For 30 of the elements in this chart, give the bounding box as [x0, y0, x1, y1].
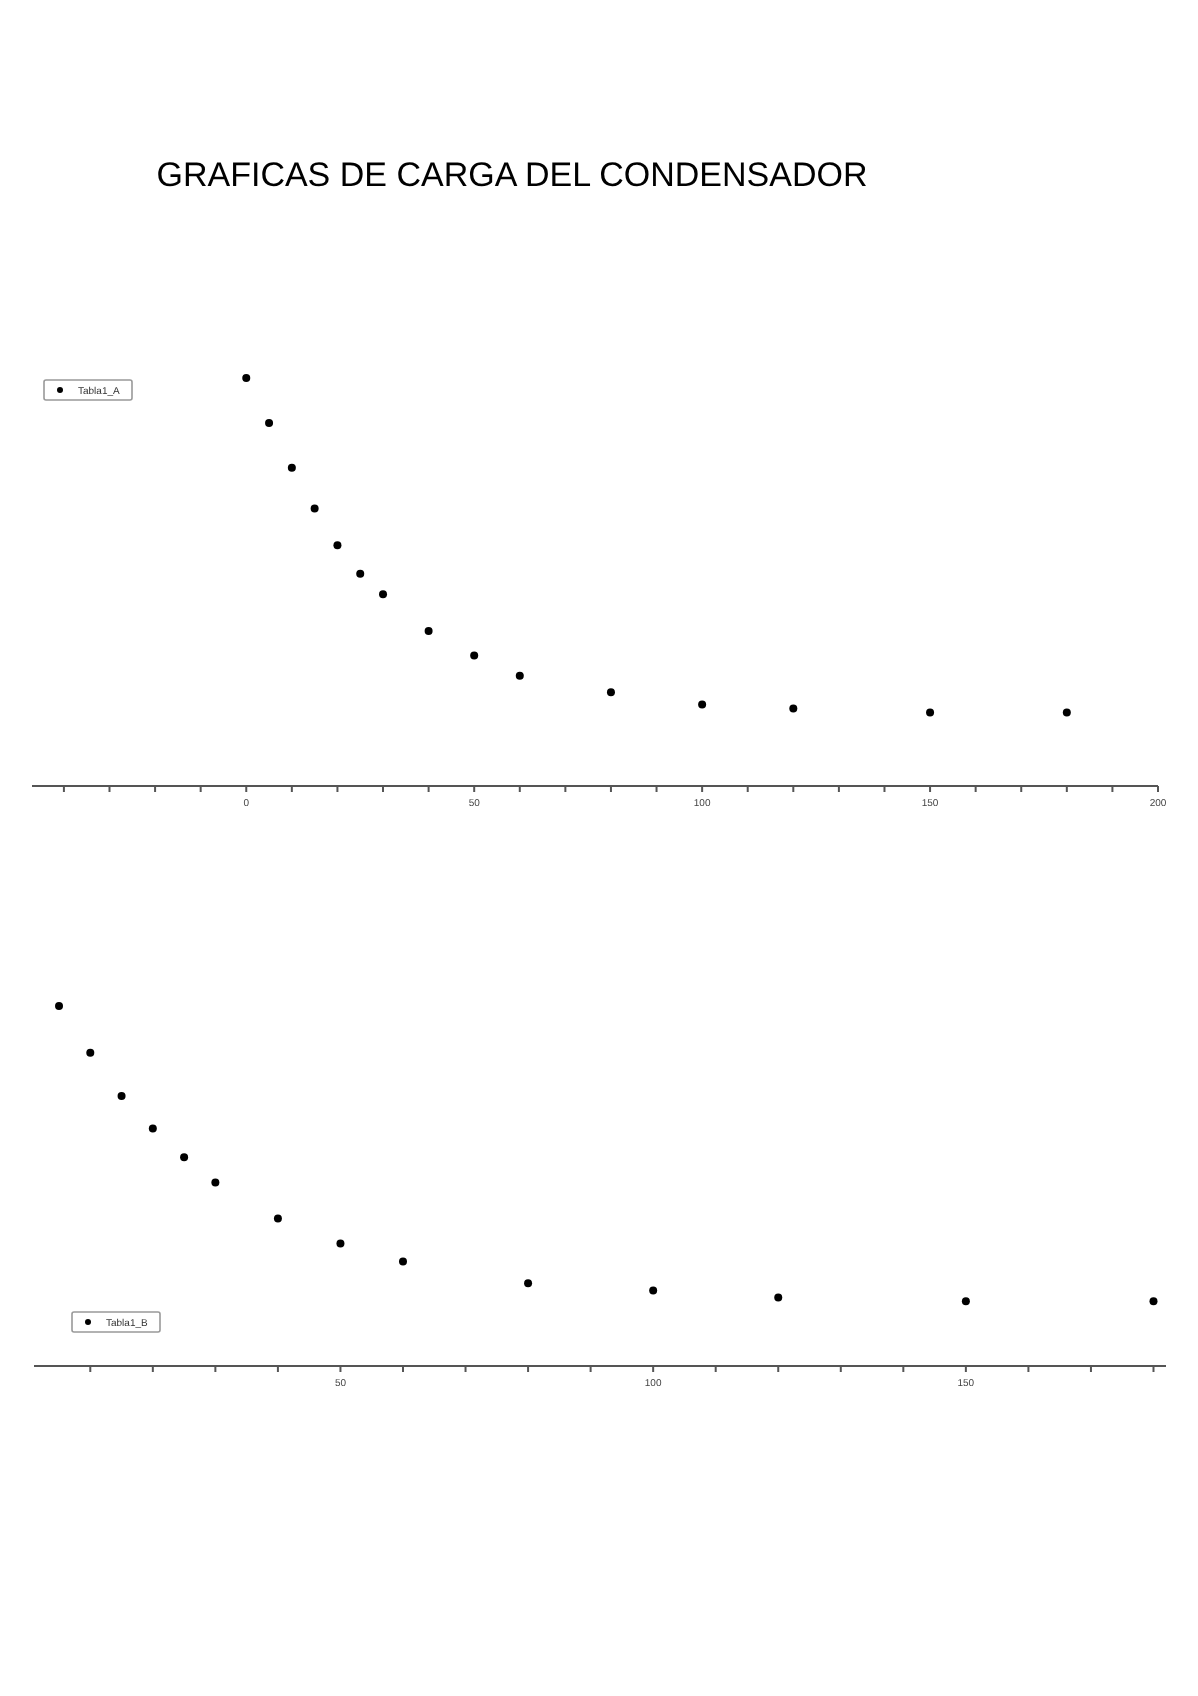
point — [961, 1297, 970, 1306]
point — [379, 590, 388, 599]
point — [649, 1286, 658, 1295]
point — [333, 541, 342, 550]
point — [242, 374, 251, 382]
point — [265, 418, 274, 427]
point — [515, 671, 524, 680]
chart-title: GRAFICAS DE CARGA DEL CONDENSADOR — [156, 156, 868, 194]
point — [117, 1092, 126, 1100]
point — [336, 1239, 345, 1248]
point — [148, 1124, 157, 1133]
point — [55, 1002, 64, 1010]
point — [524, 1279, 533, 1288]
point — [698, 700, 707, 709]
point — [1149, 1297, 1158, 1306]
point — [789, 704, 798, 713]
point — [310, 504, 319, 513]
point — [273, 1214, 282, 1223]
point — [180, 1153, 189, 1162]
point — [287, 463, 296, 472]
point — [398, 1257, 407, 1266]
point — [926, 708, 935, 717]
point — [774, 1293, 783, 1302]
point — [606, 688, 615, 697]
point — [211, 1178, 220, 1187]
point — [1062, 708, 1071, 717]
point — [424, 626, 433, 635]
point — [470, 651, 479, 660]
point — [356, 569, 365, 578]
point — [86, 1048, 95, 1057]
